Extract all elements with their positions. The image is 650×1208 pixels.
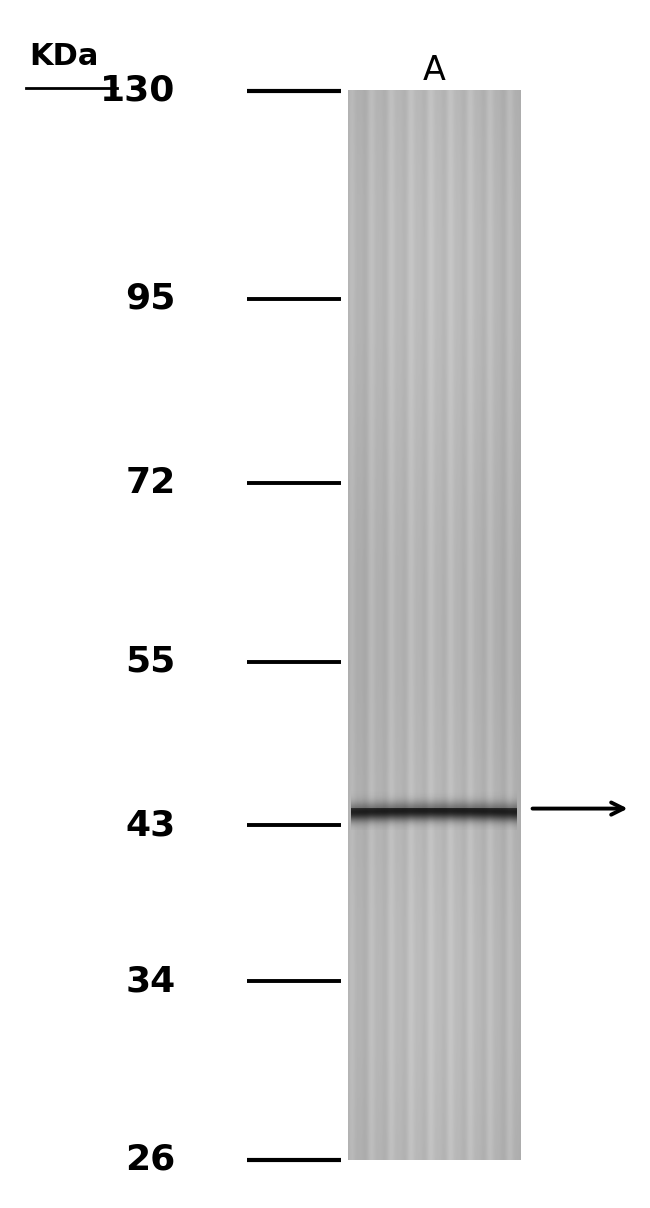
Text: 43: 43 [125, 808, 176, 842]
Text: 34: 34 [125, 964, 176, 999]
Text: KDa: KDa [29, 42, 99, 71]
Text: 26: 26 [125, 1143, 176, 1177]
Text: 130: 130 [100, 74, 176, 108]
Text: 72: 72 [125, 466, 176, 500]
Text: 55: 55 [125, 645, 176, 679]
Text: 95: 95 [125, 281, 176, 316]
Text: A: A [422, 54, 445, 87]
